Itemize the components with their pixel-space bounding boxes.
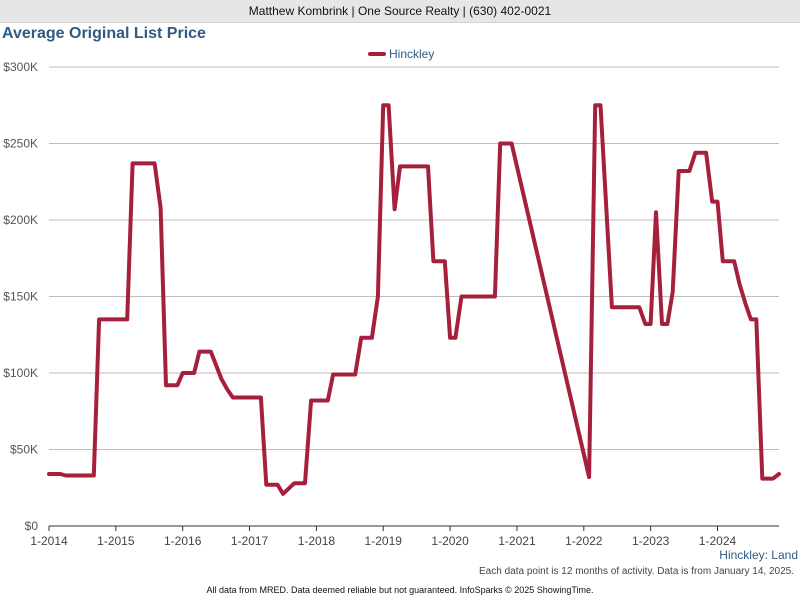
x-tick-label: 1-2019: [365, 534, 403, 548]
x-tick-label: 1-2024: [699, 534, 737, 548]
x-tick-label: 1-2016: [164, 534, 202, 548]
y-tick-label: $100K: [3, 366, 38, 380]
chart-title: Average Original List Price: [2, 25, 206, 42]
grid-layer: [49, 66, 779, 450]
series-line-hinckley: [47, 103, 781, 496]
x-tick-label: 1-2021: [498, 534, 536, 548]
agent-header-bar: Matthew Kombrink | One Source Realty | (…: [0, 0, 800, 23]
footer-disclaimer: All data from MRED. Data deemed reliable…: [206, 585, 594, 595]
y-tick-label: $250K: [3, 137, 38, 151]
y-tick-label: $0: [25, 519, 39, 533]
y-tick-label: $200K: [3, 213, 38, 227]
y-tick-label: $150K: [3, 290, 38, 304]
x-tick-label: 1-2014: [30, 534, 68, 548]
legend-label: Hinckley: [389, 47, 434, 61]
x-tick-label: 1-2015: [97, 534, 135, 548]
series-caption: Hinckley: Land: [719, 548, 798, 562]
x-tick-label: 1-2018: [298, 534, 336, 548]
legend[interactable]: Hinckley: [368, 47, 434, 61]
y-tick-label: $300K: [3, 60, 38, 74]
x-tick-label: 1-2020: [431, 534, 469, 548]
data-note: Each data point is 12 months of activity…: [479, 566, 794, 577]
x-tick-label: 1-2023: [632, 534, 670, 548]
y-tick-label: $50K: [10, 443, 38, 457]
axis-layer: $0 $50K $100K $150K $200K $250K $300K 1-2014 1-2…: [3, 60, 779, 548]
x-tick-label: 1-2017: [231, 534, 269, 548]
series-layer: [47, 103, 781, 496]
x-tick-label: 1-2022: [565, 534, 603, 548]
agent-contact-line: Matthew Kombrink | One Source Realty | (…: [248, 4, 552, 18]
